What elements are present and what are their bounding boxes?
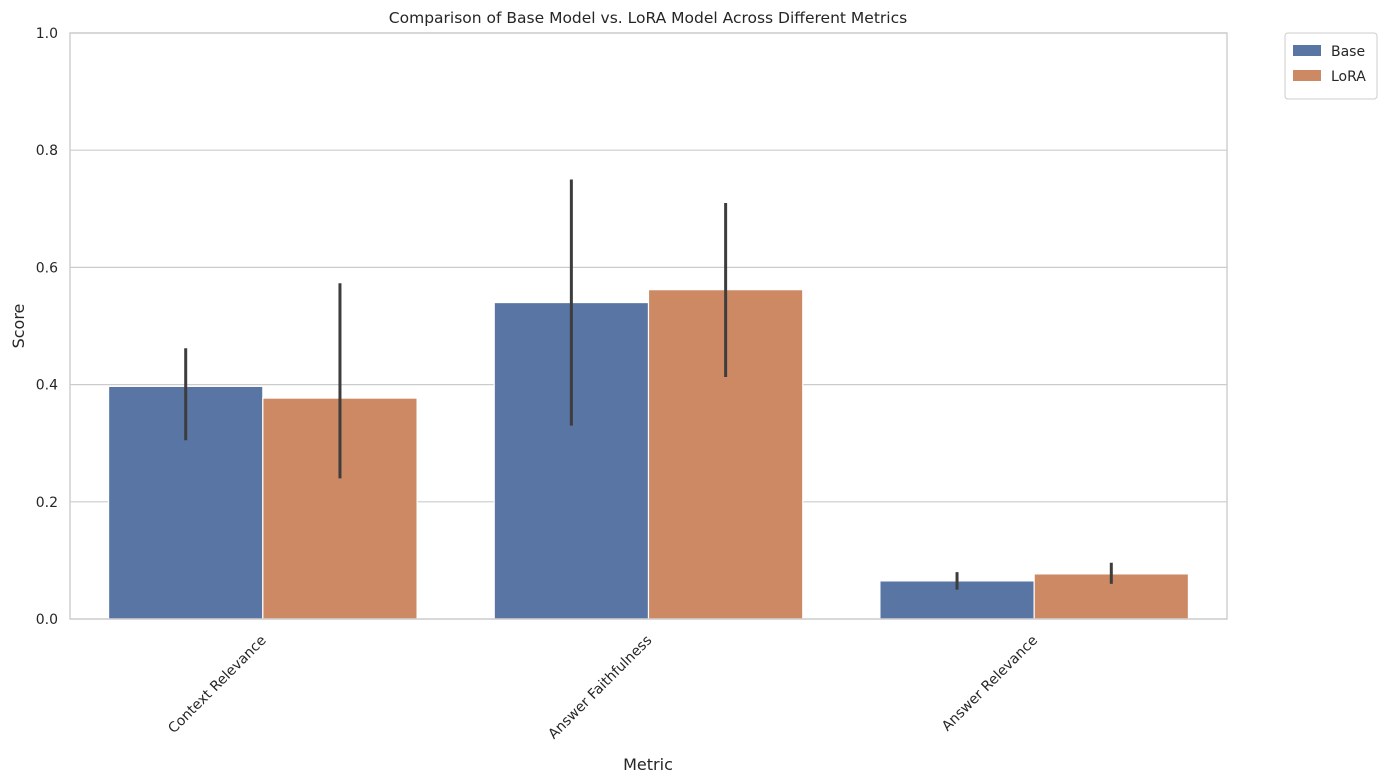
y-tick-label: 0.2 (36, 495, 58, 511)
legend-swatch-base (1293, 45, 1321, 56)
legend-box (1284, 32, 1378, 100)
legend-label-lora: LoRA (1331, 69, 1366, 85)
y-tick-label: 0.8 (36, 143, 58, 159)
x-tick-label: Context Relevance (165, 633, 269, 737)
x-axis-label: Metric (623, 755, 673, 774)
y-tick-label: 0.4 (36, 378, 58, 394)
x-tick-label: Answer Faithfulness (545, 633, 655, 743)
legend-swatch-lora (1293, 70, 1321, 81)
x-tick-label: Answer Relevance (939, 633, 1041, 735)
y-tick-labels: 0.0 0.2 0.4 0.6 0.8 1.0 (36, 26, 58, 628)
error-bars (184, 179, 1113, 590)
y-axis-label: Score (9, 304, 28, 349)
x-tick-labels: Context Relevance Answer Faithfulness Answ… (165, 633, 1041, 743)
y-tick-label: 0.0 (36, 612, 58, 628)
plot-frame (69, 32, 1228, 620)
legend: Base LoRA (1284, 32, 1378, 100)
chart-title: Comparison of Base Model vs. LoRA Model … (389, 9, 907, 27)
y-tick-label: 1.0 (36, 26, 58, 42)
legend-label-base: Base (1331, 44, 1365, 60)
bars (107, 289, 1190, 620)
y-tick-label: 0.6 (36, 260, 58, 276)
